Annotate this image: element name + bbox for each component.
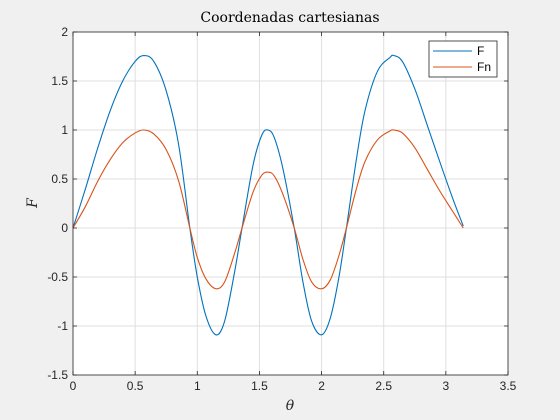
chart-title: Coordenadas cartesianas (200, 10, 379, 26)
legend-box (428, 40, 498, 78)
series-line-f (72, 54, 464, 336)
x-tick-label: 1 (194, 379, 201, 393)
series-group (72, 54, 464, 336)
x-tick-label: 3.5 (500, 379, 517, 393)
x-tick-label: 2.5 (375, 379, 392, 393)
plot-area (73, 32, 508, 375)
y-tick-label: 0.5 (51, 172, 68, 186)
y-axis-label: F (25, 197, 41, 209)
x-tick-label: 0.5 (127, 379, 144, 393)
y-tick-label: 0 (61, 221, 68, 235)
y-tick-label: -1 (57, 319, 68, 333)
legend-label-f: F (477, 44, 484, 58)
axes-box (72, 31, 509, 376)
legend: F Fn (428, 40, 498, 78)
y-tick-label: 1.5 (51, 74, 68, 88)
x-tick-label: 2 (318, 379, 325, 393)
x-tick-label: 1.5 (251, 379, 268, 393)
x-tick-label: 3 (443, 379, 450, 393)
ticks (72, 31, 509, 376)
y-tick-label: -0.5 (47, 270, 68, 284)
y-tick-label: -1.5 (47, 368, 68, 382)
x-tick-label: 0 (70, 379, 77, 393)
y-tick-label: 2 (61, 25, 68, 39)
x-axis-label: θ (286, 398, 295, 414)
tick-labels: 0 0.5 1 1.5 2 2.5 3 3.5 -1.5 -1 -0.5 0 0.5 1 1.5 2 (47, 25, 516, 393)
series-line-fn (72, 129, 464, 290)
legend-label-fn: Fn (477, 60, 491, 74)
y-tick-label: 1 (61, 123, 68, 137)
